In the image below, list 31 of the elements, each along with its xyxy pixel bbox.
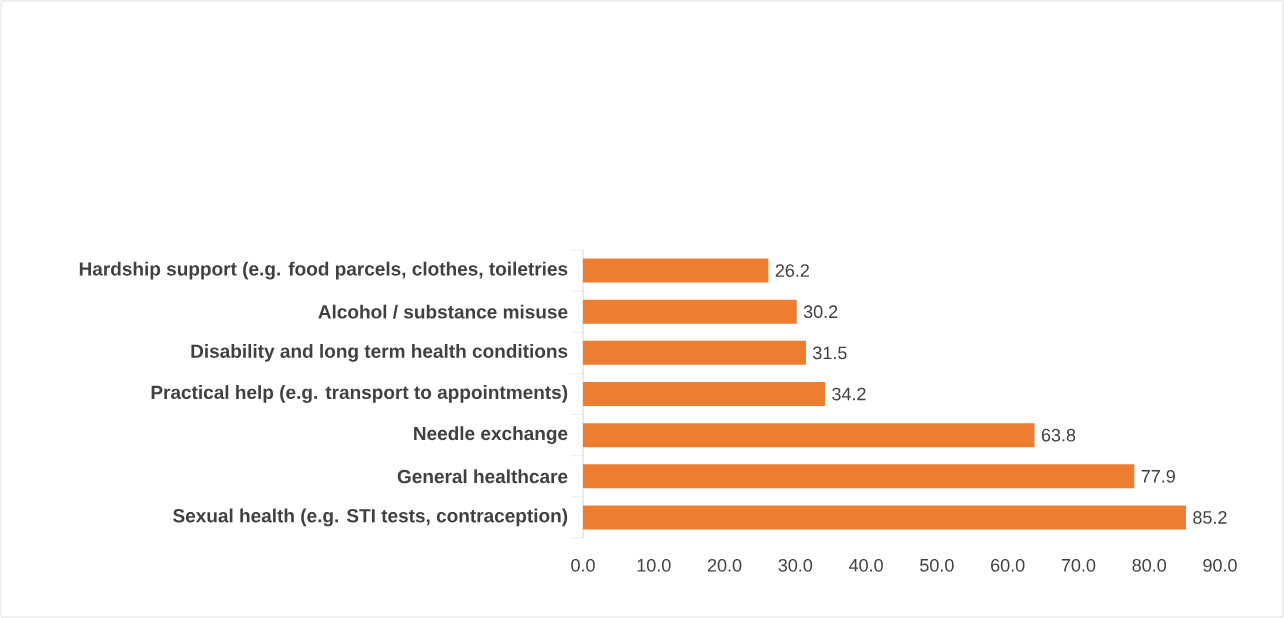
bar [583,340,806,365]
bar [583,505,1187,530]
x-tick-label: 90.0 [1203,558,1237,572]
y-tick-label: Alcohol / substance misuse [318,304,568,319]
x-tick-label: 20.0 [707,558,742,572]
y-tick-label: Practical help (e.g. transport to appointments) [151,385,568,403]
y-tick-label: Sexual health (e.g. STI tests, contraception) [173,508,568,527]
x-tick-label: 0.0 [571,558,595,572]
x-tick-label: 50.0 [920,558,954,572]
y-tick-label: Hardship support (e.g. food parcels, clothes, toiletries [79,261,568,280]
bar [583,464,1135,489]
data-label: 31.5 [813,346,847,360]
data-label: 63.8 [1041,428,1076,442]
x-tick-label: 10.0 [637,558,671,572]
bar [583,382,826,407]
data-label: 85.2 [1193,511,1227,524]
bar [583,423,1035,448]
data-label: 77.9 [1141,469,1175,483]
data-label: 26.2 [775,264,809,277]
x-tick-label: 70.0 [1061,558,1096,572]
y-tick-label: Needle exchange [414,426,568,445]
x-tick-label: 40.0 [849,558,883,572]
bar [583,299,797,324]
x-tick-label: 80.0 [1132,558,1167,572]
y-tick-label: Disability and long term health conditions [191,343,568,362]
y-tick-label: General healthcare [397,469,568,484]
data-label: 34.2 [832,387,866,401]
data-label: 30.2 [803,305,838,319]
x-tick-label: 30.0 [778,558,813,572]
bar [583,258,769,283]
x-tick-label: 60.0 [991,558,1025,572]
